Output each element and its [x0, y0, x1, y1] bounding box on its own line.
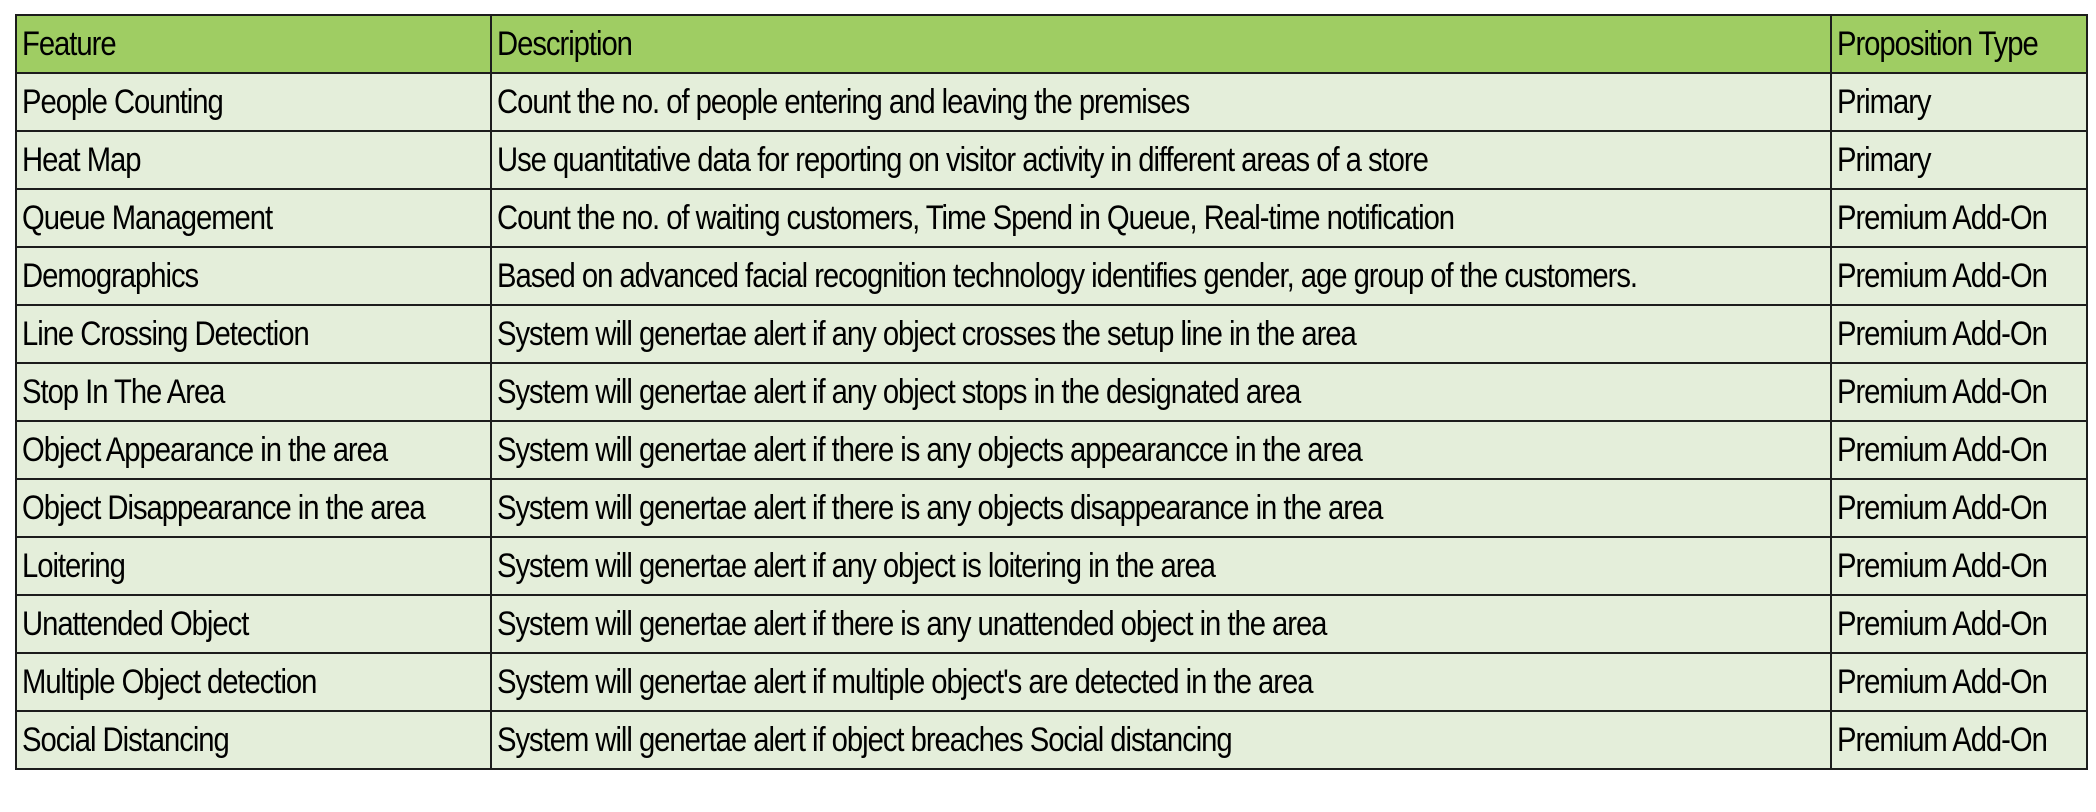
feature-cell: Social Distancing — [15, 710, 492, 770]
description-cell: Based on advanced facial recognition tec… — [490, 246, 1832, 306]
type-cell: Premium Add-On — [1830, 304, 2088, 364]
type-text: Premium Add-On — [1837, 256, 2048, 295]
description-cell: System will genertae alert if any object… — [490, 362, 1832, 422]
description-text: System will genertae alert if there is a… — [497, 488, 1383, 527]
type-text: Premium Add-On — [1837, 546, 2048, 585]
feature-cell: Queue Management — [15, 188, 492, 248]
type-cell: Premium Add-On — [1830, 362, 2088, 422]
feature-cell: People Counting — [15, 72, 492, 132]
description-cell: Use quantitative data for reporting on v… — [490, 130, 1832, 190]
feature-cell: Object Disappearance in the area — [15, 478, 492, 538]
description-text: Based on advanced facial recognition tec… — [497, 256, 1638, 295]
type-cell: Premium Add-On — [1830, 478, 2088, 538]
feature-text: Queue Management — [22, 198, 273, 237]
table-row: Line Crossing Detection System will gene… — [15, 304, 2088, 364]
type-text: Primary — [1837, 140, 1932, 179]
type-text: Premium Add-On — [1837, 430, 2048, 469]
description-cell: System will genertae alert if there is a… — [490, 594, 1832, 654]
type-cell: Primary — [1830, 130, 2088, 190]
table-row: Stop In The Area System will genertae al… — [15, 362, 2088, 422]
feature-cell: Loitering — [15, 536, 492, 596]
table-row: Social Distancing System will genertae a… — [15, 710, 2088, 770]
type-cell: Premium Add-On — [1830, 188, 2088, 248]
description-text: Use quantitative data for reporting on v… — [497, 140, 1429, 179]
feature-text: Multiple Object detection — [22, 662, 317, 701]
type-cell: Premium Add-On — [1830, 652, 2088, 712]
table-row: Heat Map Use quantitative data for repor… — [15, 130, 2088, 190]
type-cell: Premium Add-On — [1830, 246, 2088, 306]
feature-text: Heat Map — [22, 140, 142, 179]
description-text: System will genertae alert if multiple o… — [497, 662, 1313, 701]
description-text: System will genertae alert if there is a… — [497, 604, 1327, 643]
feature-text: Unattended Object — [22, 604, 249, 643]
type-text: Premium Add-On — [1837, 604, 2048, 643]
type-text: Premium Add-On — [1837, 198, 2048, 237]
feature-table: Feature Description Proposition Type Peo… — [15, 14, 2088, 770]
description-cell: System will genertae alert if multiple o… — [490, 652, 1832, 712]
table-row: Object Disappearance in the area System … — [15, 478, 2088, 538]
description-text: Count the no. of waiting customers, Time… — [497, 198, 1455, 237]
type-cell: Primary — [1830, 72, 2088, 132]
table-row: People Counting Count the no. of people … — [15, 72, 2088, 132]
header-description-label: Description — [497, 24, 633, 63]
description-text: System will genertae alert if there is a… — [497, 430, 1363, 469]
feature-table-container: Feature Description Proposition Type Peo… — [15, 14, 2088, 770]
feature-cell: Line Crossing Detection — [15, 304, 492, 364]
header-proposition-type-label: Proposition Type — [1837, 24, 2039, 63]
feature-text: Object Appearance in the area — [22, 430, 388, 469]
feature-text: Social Distancing — [22, 720, 230, 759]
feature-cell: Object Appearance in the area — [15, 420, 492, 480]
feature-text: Stop In The Area — [22, 372, 225, 411]
header-feature-label: Feature — [22, 24, 117, 63]
type-text: Primary — [1837, 82, 1932, 121]
description-cell: System will genertae alert if any object… — [490, 536, 1832, 596]
description-text: System will genertae alert if any object… — [497, 314, 1357, 353]
table-row: Loitering System will genertae alert if … — [15, 536, 2088, 596]
type-text: Premium Add-On — [1837, 314, 2048, 353]
description-text: Count the no. of people entering and lea… — [497, 82, 1190, 121]
description-text: System will genertae alert if any object… — [497, 372, 1301, 411]
type-text: Premium Add-On — [1837, 488, 2048, 527]
type-cell: Premium Add-On — [1830, 536, 2088, 596]
table-row: Demographics Based on advanced facial re… — [15, 246, 2088, 306]
feature-text: Demographics — [22, 256, 199, 295]
type-cell: Premium Add-On — [1830, 710, 2088, 770]
description-cell: Count the no. of people entering and lea… — [490, 72, 1832, 132]
table-row: Queue Management Count the no. of waitin… — [15, 188, 2088, 248]
table-row: Multiple Object detection System will ge… — [15, 652, 2088, 712]
description-cell: System will genertae alert if object bre… — [490, 710, 1832, 770]
feature-text: Object Disappearance in the area — [22, 488, 426, 527]
description-text: System will genertae alert if any object… — [497, 546, 1216, 585]
feature-cell: Demographics — [15, 246, 492, 306]
table-header-row: Feature Description Proposition Type — [15, 14, 2088, 74]
type-text: Premium Add-On — [1837, 720, 2048, 759]
table-row: Object Appearance in the area System wil… — [15, 420, 2088, 480]
feature-text: Loitering — [22, 546, 126, 585]
description-cell: System will genertae alert if there is a… — [490, 420, 1832, 480]
table-row: Unattended Object System will genertae a… — [15, 594, 2088, 654]
feature-cell: Stop In The Area — [15, 362, 492, 422]
type-cell: Premium Add-On — [1830, 594, 2088, 654]
description-cell: System will genertae alert if there is a… — [490, 478, 1832, 538]
header-proposition-type: Proposition Type — [1830, 14, 2088, 74]
feature-cell: Heat Map — [15, 130, 492, 190]
feature-cell: Unattended Object — [15, 594, 492, 654]
header-description: Description — [490, 14, 1832, 74]
feature-text: People Counting — [22, 82, 224, 121]
description-cell: Count the no. of waiting customers, Time… — [490, 188, 1832, 248]
type-text: Premium Add-On — [1837, 662, 2048, 701]
type-text: Premium Add-On — [1837, 372, 2048, 411]
type-cell: Premium Add-On — [1830, 420, 2088, 480]
description-text: System will genertae alert if object bre… — [497, 720, 1233, 759]
header-feature: Feature — [15, 14, 492, 74]
description-cell: System will genertae alert if any object… — [490, 304, 1832, 364]
feature-text: Line Crossing Detection — [22, 314, 310, 353]
feature-cell: Multiple Object detection — [15, 652, 492, 712]
